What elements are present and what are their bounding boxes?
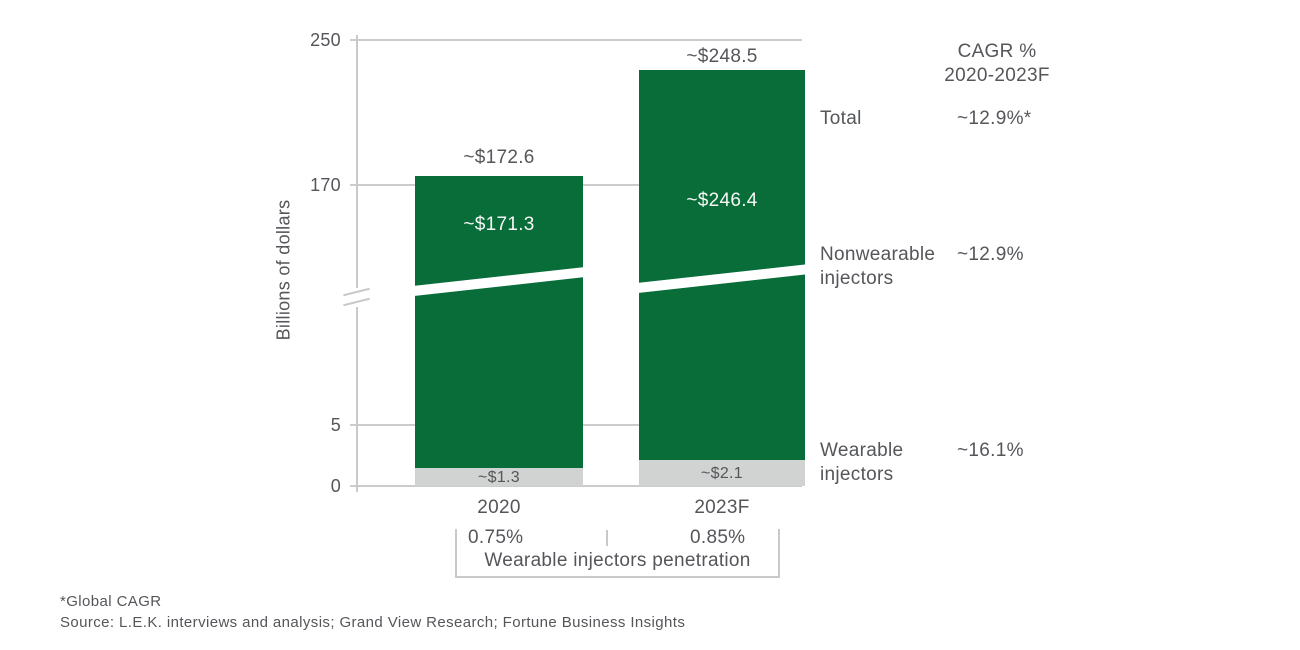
cagr-header-line2: 2020-2023F xyxy=(944,65,1050,86)
bar-break-stripe xyxy=(415,264,583,298)
cagr-value-nonwearable: ~12.9% xyxy=(957,244,1024,265)
penetration-value-2020: 0.75% xyxy=(468,527,524,548)
cagr-label-wearable-line1: Wearable xyxy=(820,440,904,461)
cagr-header-line1: CAGR % xyxy=(957,41,1037,62)
penetration-box xyxy=(455,529,780,578)
bar-total-label-2023f: ~$248.5 xyxy=(686,46,758,67)
cagr-label-nonwearable-line1: Nonwearable xyxy=(820,244,936,265)
y-tick-170: 170 xyxy=(310,175,341,195)
bar-segment-label-nonwearable-2023f: ~$246.4 xyxy=(686,190,758,211)
bar-2020-wearable-segment: ~$1.3 xyxy=(415,468,583,486)
cagr-label-wearable-line2: injectors xyxy=(820,464,894,485)
bar-2023f-wearable-segment: ~$2.1 xyxy=(639,460,805,486)
cagr-value-total: ~12.9%* xyxy=(957,108,1032,129)
cagr-label-nonwearable-line2: injectors xyxy=(820,268,894,289)
y-axis-line xyxy=(356,35,358,492)
bar-segment-label-nonwearable-2020: ~$171.3 xyxy=(463,214,535,235)
bar-segment-label-wearable-2020: ~$1.3 xyxy=(478,468,520,486)
cagr-label-total: Total xyxy=(820,108,862,129)
bar-2020-nonwearable-segment: ~$171.3 xyxy=(415,176,583,468)
penetration-value-2023f: 0.85% xyxy=(690,527,746,548)
penetration-divider xyxy=(606,530,608,546)
cagr-value-wearable: ~16.1% xyxy=(957,440,1024,461)
bar-segment-label-wearable-2023f: ~$2.1 xyxy=(701,464,743,482)
y-tick-250: 250 xyxy=(310,30,341,50)
x-label-2023f: 2023F xyxy=(694,497,750,518)
y-tick-0: 0 xyxy=(330,476,341,496)
x-label-2020: 2020 xyxy=(477,497,521,518)
gridline-0 xyxy=(350,485,802,487)
cagr-header: CAGR % 2020-2023F xyxy=(897,40,1097,88)
bar-break-stripe xyxy=(639,261,805,295)
gridline-250 xyxy=(350,39,802,41)
footnote: *Global CAGR xyxy=(60,593,162,610)
bar-2023f-nonwearable-segment: ~$246.4 xyxy=(639,70,805,460)
cagr-label-nonwearable: Nonwearable injectors xyxy=(820,243,935,291)
bar-total-label-2020: ~$172.6 xyxy=(463,147,535,168)
y-tick-5: 5 xyxy=(330,415,341,435)
source-line: Source: L.E.K. interviews and analysis; … xyxy=(60,614,686,631)
cagr-label-wearable: Wearable injectors xyxy=(820,439,903,487)
penetration-caption: Wearable injectors penetration xyxy=(484,550,751,571)
y-axis-title: Billions of dollars xyxy=(273,199,294,341)
y-axis-break-gap xyxy=(353,288,361,307)
